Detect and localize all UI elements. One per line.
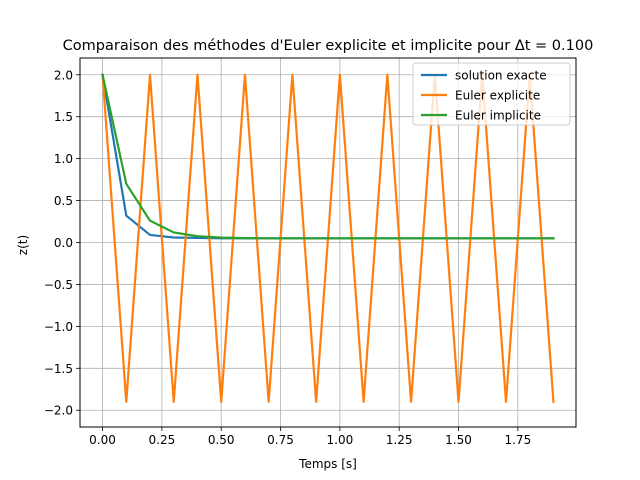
y-tick-label: −2.0 <box>44 404 73 418</box>
legend-label-solution-exacte: solution exacte <box>455 69 547 83</box>
y-tick-label: −0.5 <box>44 278 73 292</box>
series-line-euler-implicite <box>101 73 555 240</box>
y-tick-label: −1.0 <box>44 320 73 334</box>
data-series <box>101 73 555 404</box>
y-tick-label: 0.0 <box>54 236 73 250</box>
x-tick-label: 0.50 <box>208 433 235 447</box>
x-tick-label: 0.25 <box>149 433 176 447</box>
y-tick-label: 1.0 <box>54 152 73 166</box>
y-tick-label: 1.5 <box>54 110 73 124</box>
y-tick-label: 0.5 <box>54 194 73 208</box>
legend: solution exacte Euler explicite Euler impl… <box>412 62 571 126</box>
axis-ticks: 0.00 0.25 0.50 0.75 1.00 1.25 1.50 1.75 −2.0 −1.5… <box>44 68 531 447</box>
legend-label-euler-implicite: Euler implicite <box>455 109 541 123</box>
x-tick-label: 1.25 <box>386 433 413 447</box>
chart-title: Comparaison des méthodes d'Euler explici… <box>63 38 594 54</box>
x-tick-label: 0.00 <box>89 433 116 447</box>
legend-label-euler-explicite: Euler explicite <box>455 89 540 103</box>
x-tick-label: 0.75 <box>267 433 294 447</box>
legend-box <box>412 62 571 126</box>
x-tick-label: 1.75 <box>504 433 531 447</box>
y-tick-label: 2.0 <box>54 68 73 82</box>
x-tick-label: 1.00 <box>327 433 354 447</box>
y-tick-label: −1.5 <box>44 362 73 376</box>
x-axis-label: Temps [s] <box>298 457 357 471</box>
x-tick-label: 1.50 <box>445 433 472 447</box>
y-axis-label: z(t) <box>16 235 30 255</box>
